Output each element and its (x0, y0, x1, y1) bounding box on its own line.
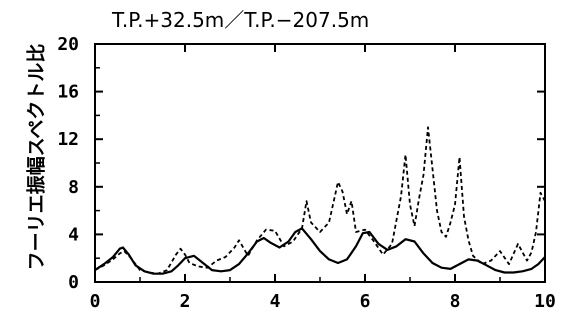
series-line-dashed (94, 126, 546, 275)
y-tick-label: 0 (68, 272, 79, 293)
x-tick-label: 8 (450, 291, 461, 312)
plot-area: 0 2 4 6 8 10 0 4 8 12 16 20 (57, 34, 556, 312)
x-tick-label: 4 (270, 291, 281, 312)
y-tick-label: 16 (57, 82, 79, 103)
x-tick-label: 2 (180, 291, 191, 312)
x-tick-label: 0 (90, 291, 101, 312)
y-tick-label: 12 (57, 129, 79, 150)
y-tick-label: 8 (68, 177, 79, 198)
y-axis-label: フーリエ振幅スペクトル比 (25, 44, 48, 271)
x-tick-label: 6 (360, 291, 371, 312)
y-tick-label: 4 (68, 224, 79, 245)
chart-title: T.P.+32.5m／T.P.−207.5m (111, 8, 369, 32)
x-tick-label: 10 (534, 291, 556, 312)
y-tick-label: 20 (57, 34, 79, 55)
plot-frame (94, 43, 546, 283)
series-line-solid (94, 227, 546, 275)
